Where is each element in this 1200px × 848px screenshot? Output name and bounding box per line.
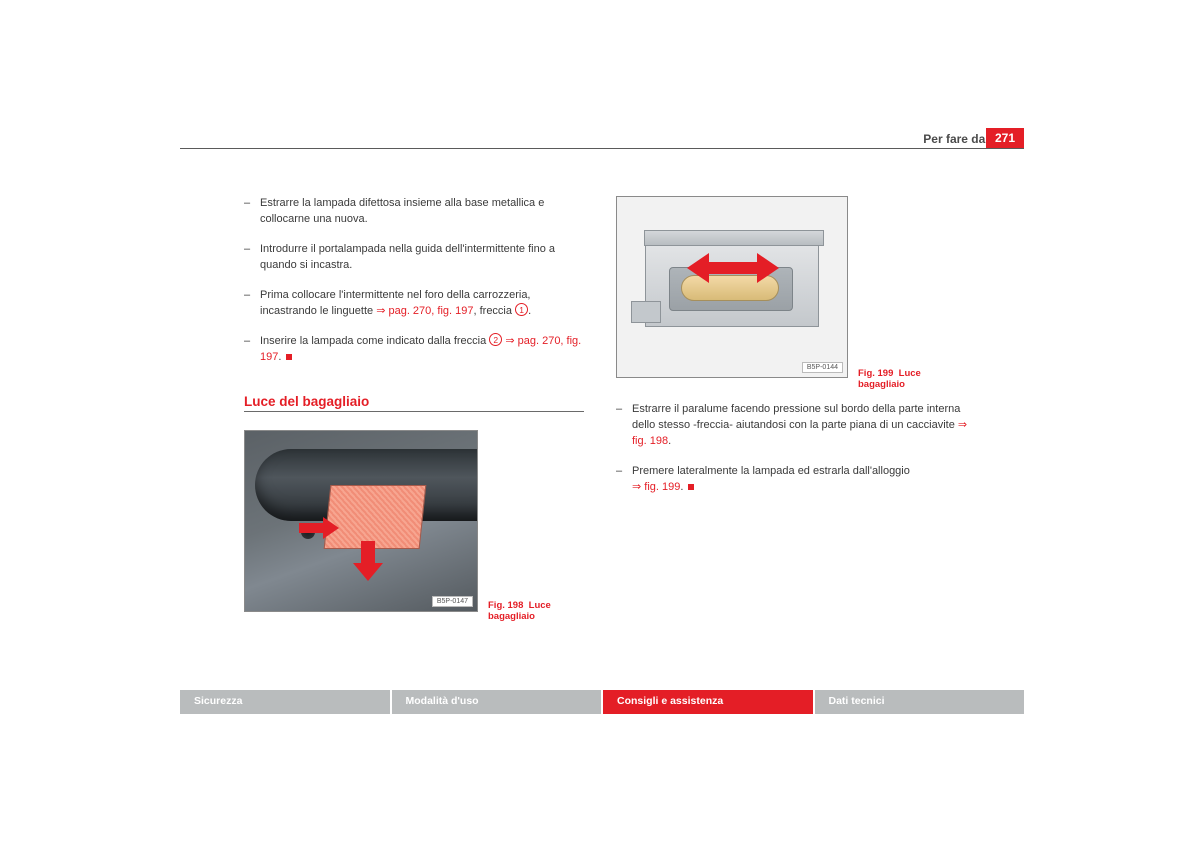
arrow-down-icon — [353, 541, 383, 581]
left-column: Estrarre la lampada difettosa insieme al… — [244, 196, 584, 612]
list-item: Premere lateralmente la lampada ed estra… — [616, 464, 968, 496]
tab-consigli[interactable]: Consigli e assistenza — [603, 690, 813, 714]
page-number: 271 — [986, 128, 1024, 149]
list-item: Introdurre il portalampada nella guida d… — [244, 242, 584, 274]
figure-caption: Fig. 199 Luce bagagliaio — [858, 368, 968, 390]
figure-number: Fig. 199 — [858, 368, 893, 379]
header-rule — [180, 148, 1024, 149]
instruction-list-left: Estrarre la lampada difettosa insieme al… — [244, 196, 584, 366]
tab-sicurezza[interactable]: Sicurezza — [180, 690, 390, 714]
list-text: . — [278, 351, 284, 363]
section-heading: Luce del bagagliaio — [244, 394, 584, 409]
list-text: , freccia — [473, 305, 515, 317]
xref-link[interactable]: ⇒ pag. 270, fig. 197 — [376, 305, 473, 317]
footer-tabs: Sicurezza Modalità d'uso Consigli e assi… — [180, 690, 1024, 714]
section-end-icon — [286, 354, 292, 360]
figure-number: Fig. 198 — [488, 600, 523, 611]
instruction-list-right: Estrarre il paralume facendo pressione s… — [616, 402, 968, 496]
section-end-icon — [688, 484, 694, 490]
figure-image: B5P-0147 — [244, 430, 478, 612]
figure-caption: Fig. 198 Luce bagagliaio — [488, 600, 584, 622]
list-text: Estrarre la lampada difettosa insieme al… — [260, 197, 544, 225]
tab-dati[interactable]: Dati tecnici — [815, 690, 1025, 714]
arrow-right-icon — [299, 517, 339, 539]
list-text: Premere lateralmente la lampada ed estra… — [632, 465, 910, 477]
figure-198: B5P-0147 Fig. 198 Luce bagagliaio — [244, 430, 584, 612]
list-text: Introdurre il portalampada nella guida d… — [260, 243, 555, 271]
callout-circle-icon: 2 — [489, 333, 502, 346]
list-item: Estrarre il paralume facendo pressione s… — [616, 402, 968, 450]
figure-image: B5P-0144 — [616, 196, 848, 378]
right-column: B5P-0144 Estrarre il paralume facendo pr… — [616, 196, 968, 510]
figure-id: B5P-0147 — [432, 596, 473, 607]
page: Per fare da sé 271 Estrarre la lampada d… — [0, 0, 1200, 848]
list-item: Estrarre la lampada difettosa insieme al… — [244, 196, 584, 228]
list-text: . — [528, 305, 531, 317]
list-item: Prima collocare l'intermittente nel foro… — [244, 288, 584, 320]
callout-circle-icon: 1 — [515, 303, 528, 316]
figure-id: B5P-0144 — [802, 362, 843, 373]
figure-199: B5P-0144 — [616, 196, 968, 378]
tab-modalita[interactable]: Modalità d'uso — [392, 690, 602, 714]
heading-rule — [244, 411, 584, 412]
xref-link[interactable]: ⇒ fig. 199 — [632, 481, 680, 493]
list-text: . — [668, 435, 671, 447]
list-text: Estrarre il paralume facendo pressione s… — [632, 403, 960, 431]
list-text: . — [680, 481, 686, 493]
list-item: Inserire la lampada come indicato dalla … — [244, 334, 584, 366]
list-text: Inserire la lampada come indicato dalla … — [260, 335, 489, 347]
arrow-bidirectional-icon — [687, 253, 779, 283]
